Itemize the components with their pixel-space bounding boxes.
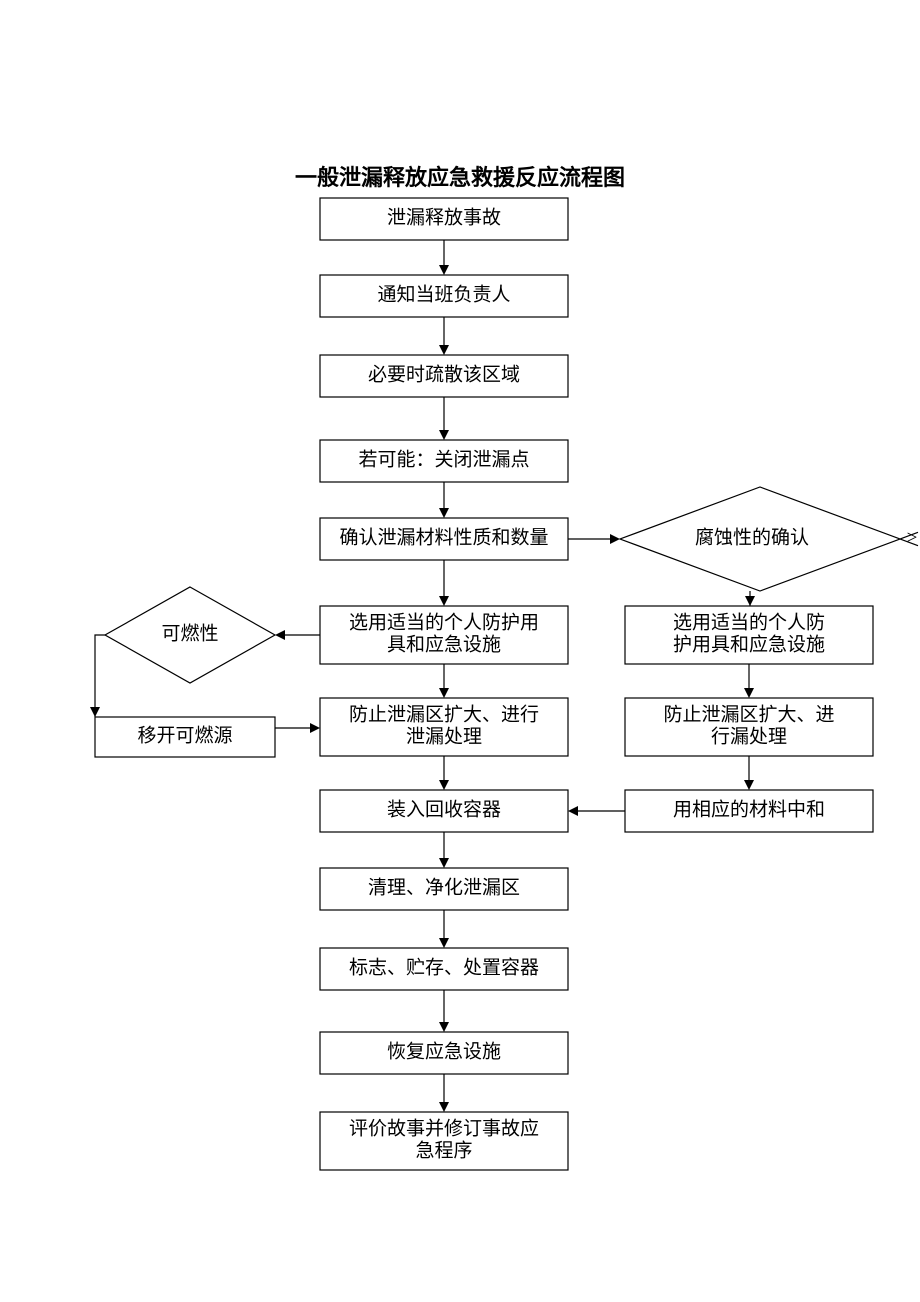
arrowhead-icon — [439, 265, 449, 275]
node-n2: 通知当班负责人 — [320, 275, 568, 317]
arrowhead-icon — [439, 1102, 449, 1112]
node-label: 选用适当的个人防 — [673, 611, 825, 633]
node-label: 清理、净化泄漏区 — [368, 876, 520, 898]
flowchart-canvas: 一般泄漏释放应急救援反应流程图泄漏释放事故通知当班负责人必要时疏散该区域若可能：… — [0, 0, 920, 1302]
arrowhead-icon — [745, 596, 755, 606]
chevron-right-icon: > — [907, 527, 918, 548]
node-d_corr: > 腐蚀性的确认 — [620, 487, 918, 591]
node-label: 急程序 — [415, 1139, 472, 1161]
node-nL: 移开可燃源 — [95, 717, 275, 757]
node-n6r: 选用适当的个人防护用具和应急设施 — [625, 606, 873, 664]
node-n7: 防止泄漏区扩大、进行泄漏处理 — [320, 698, 568, 756]
node-label: 防止泄漏区扩大、进 — [663, 703, 834, 725]
arrowhead-icon — [568, 806, 578, 816]
node-n10: 标志、贮存、处置容器 — [320, 948, 568, 990]
node-label: 泄漏处理 — [406, 725, 482, 747]
edge-dflam-to-nL — [95, 635, 105, 717]
arrowhead-icon — [439, 688, 449, 698]
arrowhead-icon — [744, 688, 754, 698]
node-n3: 必要时疏散该区域 — [320, 355, 568, 397]
node-n12: 评价故事并修订事故应急程序 — [320, 1112, 568, 1170]
node-label: 腐蚀性的确认 — [695, 526, 809, 548]
arrowhead-icon — [439, 858, 449, 868]
arrowhead-icon — [310, 723, 320, 733]
node-n9: 清理、净化泄漏区 — [320, 868, 568, 910]
node-n7r: 防止泄漏区扩大、进行漏处理 — [625, 698, 873, 756]
node-label: 行漏处理 — [711, 725, 787, 747]
node-label: 装入回收容器 — [387, 798, 501, 820]
arrowhead-icon — [439, 508, 449, 518]
arrowhead-icon — [275, 630, 285, 640]
node-n1: 泄漏释放事故 — [320, 198, 568, 240]
node-label: 选用适当的个人防护用 — [349, 611, 539, 633]
arrowhead-icon — [439, 938, 449, 948]
node-label: 具和应急设施 — [387, 633, 501, 655]
page-title: 一般泄漏释放应急救援反应流程图 — [295, 165, 625, 190]
arrowhead-icon — [90, 707, 100, 717]
node-n11: 恢复应急设施 — [320, 1032, 568, 1074]
node-n8: 装入回收容器 — [320, 790, 568, 832]
arrowhead-icon — [610, 534, 620, 544]
node-n6: 选用适当的个人防护用具和应急设施 — [320, 606, 568, 664]
node-n8r: 用相应的材料中和 — [625, 790, 873, 832]
arrowhead-icon — [439, 345, 449, 355]
node-label: 若可能：关闭泄漏点 — [358, 448, 529, 470]
node-label: 标志、贮存、处置容器 — [349, 956, 539, 978]
node-label: 评价故事并修订事故应 — [349, 1117, 539, 1139]
node-label: 必要时疏散该区域 — [368, 363, 520, 385]
node-label: 通知当班负责人 — [377, 283, 510, 305]
node-n4: 若可能：关闭泄漏点 — [320, 440, 568, 482]
arrowhead-icon — [439, 1022, 449, 1032]
node-n5: 确认泄漏材料性质和数量 — [320, 518, 568, 560]
node-d_flam: 可燃性 — [105, 587, 275, 683]
arrowhead-icon — [439, 430, 449, 440]
node-label: 用相应的材料中和 — [673, 798, 825, 820]
arrowhead-icon — [439, 596, 449, 606]
node-label: 确认泄漏材料性质和数量 — [339, 526, 548, 548]
arrowhead-icon — [744, 780, 754, 790]
arrowhead-icon — [439, 780, 449, 790]
node-label: 护用具和应急设施 — [673, 633, 825, 655]
node-label: 泄漏释放事故 — [387, 206, 501, 228]
node-label: 防止泄漏区扩大、进行 — [349, 703, 539, 725]
node-label: 可燃性 — [161, 622, 218, 644]
node-label: 恢复应急设施 — [387, 1040, 501, 1062]
node-label: 移开可燃源 — [137, 724, 232, 746]
